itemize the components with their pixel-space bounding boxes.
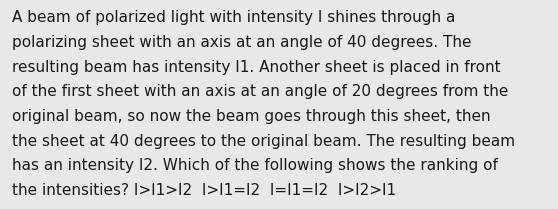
Text: polarizing sheet with an axis at an angle of 40 degrees. The: polarizing sheet with an axis at an angl…: [12, 35, 472, 50]
Text: original beam, so now the beam goes through this sheet, then: original beam, so now the beam goes thro…: [12, 109, 491, 124]
Text: of the first sheet with an axis at an angle of 20 degrees from the: of the first sheet with an axis at an an…: [12, 84, 509, 99]
Text: resulting beam has intensity I1. Another sheet is placed in front: resulting beam has intensity I1. Another…: [12, 60, 501, 75]
Text: the sheet at 40 degrees to the original beam. The resulting beam: the sheet at 40 degrees to the original …: [12, 134, 516, 149]
Text: has an intensity I2. Which of the following shows the ranking of: has an intensity I2. Which of the follow…: [12, 158, 498, 173]
Text: A beam of polarized light with intensity I shines through a: A beam of polarized light with intensity…: [12, 10, 456, 25]
Text: the intensities? I>I1>I2  I>I1=I2  I=I1=I2  I>I2>I1: the intensities? I>I1>I2 I>I1=I2 I=I1=I2…: [12, 183, 396, 198]
